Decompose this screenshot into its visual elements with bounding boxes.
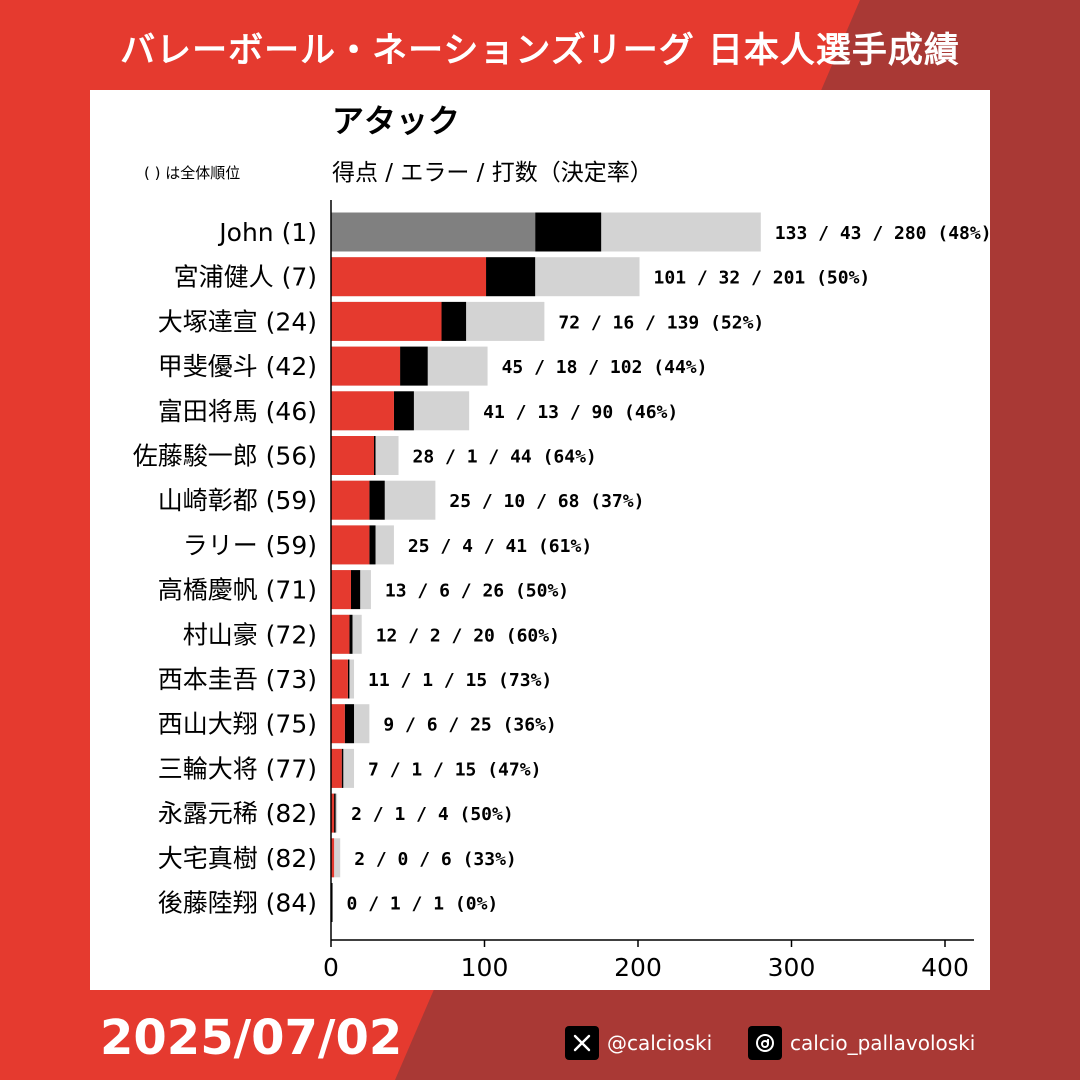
bar-errors (535, 212, 602, 252)
row-label: 三輪大将 (77) (158, 754, 317, 783)
bar-points (331, 570, 351, 610)
bar-points (331, 793, 335, 833)
data-label: 133 / 43 / 280 (48%) (775, 223, 990, 244)
data-label: 11 / 1 / 15 (73%) (368, 670, 552, 691)
bar-errors (341, 748, 344, 788)
row-label: ラリー (59) (183, 531, 317, 560)
data-label: 45 / 18 / 102 (44%) (502, 357, 708, 378)
social-threads[interactable]: calcio_pallavoloski (748, 1025, 975, 1061)
data-label: 101 / 32 / 201 (50%) (654, 268, 871, 289)
date-label: 2025/07/02 (100, 1010, 403, 1066)
bar-errors (373, 436, 376, 475)
data-label: 25 / 10 / 68 (37%) (449, 491, 644, 512)
bar-errors (441, 301, 467, 341)
row-label: John (1) (217, 218, 317, 247)
row-label: 高橋慶帆 (71) (158, 576, 317, 605)
data-labels-group: 133 / 43 / 280 (48%) 101 / 32 / 201 (50%)… (347, 223, 990, 915)
data-label: 25 / 4 / 41 (61%) (408, 536, 592, 557)
bar-points (331, 614, 350, 654)
bar-points (331, 391, 394, 431)
row-label: 富田将馬 (46) (158, 397, 317, 426)
row-label: 永露元稀 (82) (158, 799, 317, 828)
row-label: 後藤陸翔 (84) (158, 889, 317, 918)
bar-attempts (331, 838, 341, 878)
data-label: 7 / 1 / 15 (47%) (368, 759, 541, 780)
data-label: 2 / 1 / 4 (50%) (351, 804, 514, 825)
bar-points (331, 748, 342, 788)
row-label: 西山大翔 (75) (158, 710, 317, 739)
threads-logo-icon (748, 1026, 782, 1060)
bar-errors (400, 346, 428, 386)
bar-points (331, 212, 536, 252)
social-threads-handle: calcio_pallavoloski (790, 1031, 976, 1055)
data-label: 41 / 13 / 90 (46%) (483, 402, 678, 423)
social-x-handle: @calcioski (607, 1031, 713, 1055)
data-label: 13 / 6 / 26 (50%) (385, 581, 569, 602)
row-label: 大宅真樹 (82) (158, 844, 317, 873)
bar-errors (349, 614, 353, 654)
x-tick-label: 300 (768, 953, 816, 982)
data-label: 2 / 0 / 6 (33%) (354, 849, 517, 870)
row-label: 甲斐優斗 (42) (158, 352, 317, 381)
bar-points (331, 525, 370, 565)
x-tick-label: 100 (461, 953, 509, 982)
bar-errors (486, 257, 536, 297)
row-label: 佐藤駿一郎 (56) (133, 442, 317, 471)
row-label: 山崎彰都 (59) (158, 486, 317, 515)
bar-points (331, 346, 401, 386)
chart-subtitle: 得点 / エラー / 打数（決定率） (332, 160, 653, 186)
data-label: 9 / 6 / 25 (36%) (383, 715, 556, 736)
data-label: 0 / 1 / 1 (0%) (347, 894, 499, 915)
bar-points (331, 480, 370, 520)
bar-errors (334, 793, 336, 833)
row-labels-group: John (1) 宮浦健人 (7) 大塚達宣 (24) 甲斐優斗 (42) 富田将馬 (… (133, 218, 317, 918)
x-tick-label: 0 (323, 953, 339, 982)
bar-errors (331, 883, 333, 922)
x-axis: 0 100 200 300 400 (323, 200, 974, 982)
x-tick-label: 400 (921, 953, 969, 982)
data-label: 12 / 2 / 20 (60%) (376, 625, 560, 646)
chart-panel: アタック 得点 / エラー / 打数（決定率） ( ) は全体順位 John (… (90, 90, 990, 990)
bar-errors (347, 659, 350, 699)
chart-title: アタック (332, 102, 460, 140)
x-logo-icon (565, 1026, 599, 1060)
bar-points (331, 838, 335, 878)
data-label: 72 / 16 / 139 (52%) (558, 312, 764, 333)
bars-group (331, 212, 761, 922)
bar-errors (393, 391, 414, 431)
row-label: 宮浦健人 (7) (174, 263, 317, 292)
bar-points (331, 659, 348, 699)
row-label: 大塚達宣 (24) (158, 307, 317, 336)
bar-errors (350, 570, 361, 610)
bar-errors (369, 525, 376, 565)
bar-points (331, 436, 374, 475)
bar-points (331, 704, 345, 744)
attack-chart: アタック 得点 / エラー / 打数（決定率） ( ) は全体順位 John (… (133, 102, 990, 982)
bar-points (331, 257, 487, 297)
bar-errors (344, 704, 355, 744)
data-label: 28 / 1 / 44 (64%) (413, 447, 597, 468)
social-x[interactable]: @calcioski (565, 1025, 712, 1061)
x-tick-label: 200 (614, 953, 662, 982)
rank-note: ( ) は全体順位 (144, 164, 240, 182)
page-title: バレーボール・ネーションズリーグ 日本人選手成績 (120, 31, 960, 71)
row-label: 西本圭吾 (73) (158, 665, 317, 694)
bar-points (331, 301, 442, 341)
bar-errors (369, 480, 385, 520)
row-label: 村山豪 (72) (183, 620, 317, 649)
